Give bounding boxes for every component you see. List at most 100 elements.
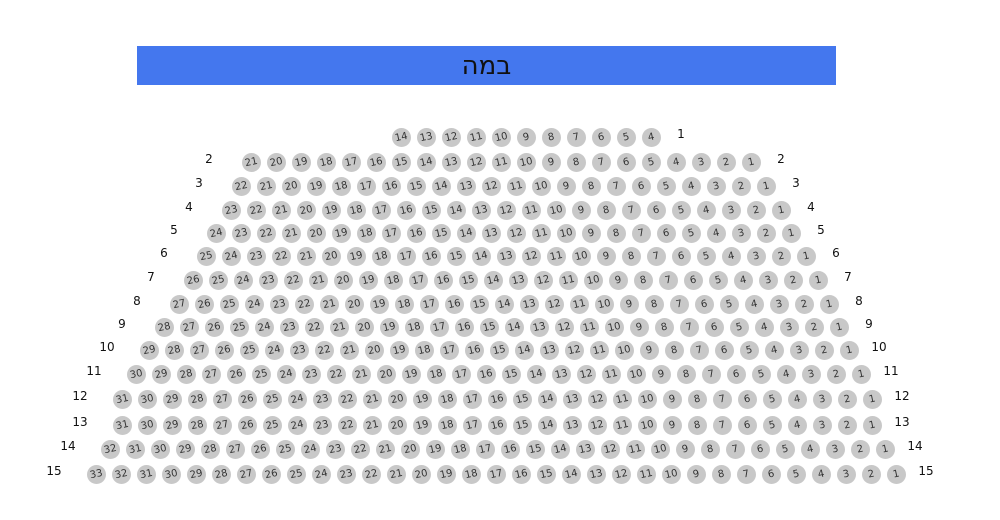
seat[interactable]: 9 [516, 127, 536, 147]
seat[interactable]: 20 [354, 317, 374, 337]
seat[interactable]: 1 [796, 246, 816, 266]
seat[interactable]: 10 [637, 415, 657, 435]
seat[interactable]: 28 [176, 364, 196, 384]
seat[interactable]: 14 [504, 317, 524, 337]
seat[interactable]: 15 [458, 270, 478, 290]
seat[interactable]: 29 [175, 439, 195, 459]
seat[interactable]: 14 [514, 340, 534, 360]
seat[interactable]: 22 [337, 389, 357, 409]
seat[interactable]: 3 [746, 246, 766, 266]
seat[interactable]: 6 [737, 415, 757, 435]
seat[interactable]: 1 [839, 340, 859, 360]
seat[interactable]: 16 [366, 152, 386, 172]
seat[interactable]: 20 [376, 364, 396, 384]
seat[interactable]: 30 [137, 389, 157, 409]
seat[interactable]: 24 [311, 464, 331, 484]
seat[interactable]: 14 [431, 176, 451, 196]
seat[interactable]: 27 [225, 439, 245, 459]
seat[interactable]: 10 [516, 152, 536, 172]
seat[interactable]: 23 [258, 270, 278, 290]
seat[interactable]: 20 [411, 464, 431, 484]
seat[interactable]: 31 [125, 439, 145, 459]
seat[interactable]: 4 [666, 152, 686, 172]
seat[interactable]: 21 [308, 270, 328, 290]
seat[interactable]: 12 [587, 415, 607, 435]
seat[interactable]: 22 [231, 176, 251, 196]
seat[interactable]: 18 [356, 223, 376, 243]
seat[interactable]: 19 [291, 152, 311, 172]
seat[interactable]: 14 [561, 464, 581, 484]
seat[interactable]: 5 [656, 176, 676, 196]
seat[interactable]: 19 [369, 294, 389, 314]
seat[interactable]: 1 [829, 317, 849, 337]
seat[interactable]: 23 [301, 364, 321, 384]
seat[interactable]: 19 [331, 223, 351, 243]
seat[interactable]: 10 [556, 223, 576, 243]
seat[interactable]: 30 [161, 464, 181, 484]
seat[interactable]: 11 [636, 464, 656, 484]
seat[interactable]: 16 [487, 415, 507, 435]
seat[interactable]: 17 [396, 246, 416, 266]
seat[interactable]: 12 [466, 152, 486, 172]
seat[interactable]: 14 [416, 152, 436, 172]
seat[interactable]: 20 [364, 340, 384, 360]
seat[interactable]: 25 [196, 246, 216, 266]
seat[interactable]: 13 [519, 294, 539, 314]
seat[interactable]: 6 [726, 364, 746, 384]
seat[interactable]: 18 [450, 439, 470, 459]
seat[interactable]: 32 [100, 439, 120, 459]
seat[interactable]: 8 [606, 223, 626, 243]
seat[interactable]: 26 [261, 464, 281, 484]
seat[interactable]: 15 [421, 200, 441, 220]
seat[interactable]: 6 [616, 152, 636, 172]
seat[interactable]: 5 [775, 439, 795, 459]
seat[interactable]: 4 [706, 223, 726, 243]
seat[interactable]: 15 [469, 294, 489, 314]
seat[interactable]: 12 [521, 246, 541, 266]
seat[interactable]: 12 [481, 176, 501, 196]
seat[interactable]: 3 [812, 389, 832, 409]
seat[interactable]: 14 [483, 270, 503, 290]
seat[interactable]: 20 [266, 152, 286, 172]
seat[interactable]: 18 [426, 364, 446, 384]
seat[interactable]: 2 [837, 415, 857, 435]
seat[interactable]: 21 [386, 464, 406, 484]
seat[interactable]: 2 [771, 246, 791, 266]
seat[interactable]: 15 [536, 464, 556, 484]
seat[interactable]: 17 [371, 200, 391, 220]
seat[interactable]: 15 [431, 223, 451, 243]
seat[interactable]: 19 [401, 364, 421, 384]
seat[interactable]: 21 [362, 415, 382, 435]
seat[interactable]: 8 [687, 389, 707, 409]
seat[interactable]: 15 [501, 364, 521, 384]
seat[interactable]: 2 [716, 152, 736, 172]
seat[interactable]: 19 [412, 389, 432, 409]
seat[interactable]: 24 [244, 294, 264, 314]
seat[interactable]: 8 [664, 340, 684, 360]
seat[interactable]: 19 [346, 246, 366, 266]
seat[interactable]: 10 [650, 439, 670, 459]
seat[interactable]: 8 [676, 364, 696, 384]
seat[interactable]: 12 [576, 364, 596, 384]
seat[interactable]: 7 [631, 223, 651, 243]
seat[interactable]: 28 [200, 439, 220, 459]
seat[interactable]: 10 [531, 176, 551, 196]
seat[interactable]: 6 [671, 246, 691, 266]
seat[interactable]: 3 [731, 223, 751, 243]
seat[interactable]: 3 [769, 294, 789, 314]
seat[interactable]: 17 [429, 317, 449, 337]
seat[interactable]: 23 [312, 415, 332, 435]
seat[interactable]: 2 [804, 317, 824, 337]
seat[interactable]: 16 [396, 200, 416, 220]
seat[interactable]: 16 [433, 270, 453, 290]
seat[interactable]: 24 [264, 340, 284, 360]
seat[interactable]: 16 [464, 340, 484, 360]
seat[interactable]: 8 [711, 464, 731, 484]
seat[interactable]: 11 [612, 415, 632, 435]
seat[interactable]: 4 [787, 415, 807, 435]
seat[interactable]: 7 [689, 340, 709, 360]
seat[interactable]: 24 [254, 317, 274, 337]
seat[interactable]: 23 [221, 200, 241, 220]
seat[interactable]: 23 [246, 246, 266, 266]
seat[interactable]: 18 [346, 200, 366, 220]
